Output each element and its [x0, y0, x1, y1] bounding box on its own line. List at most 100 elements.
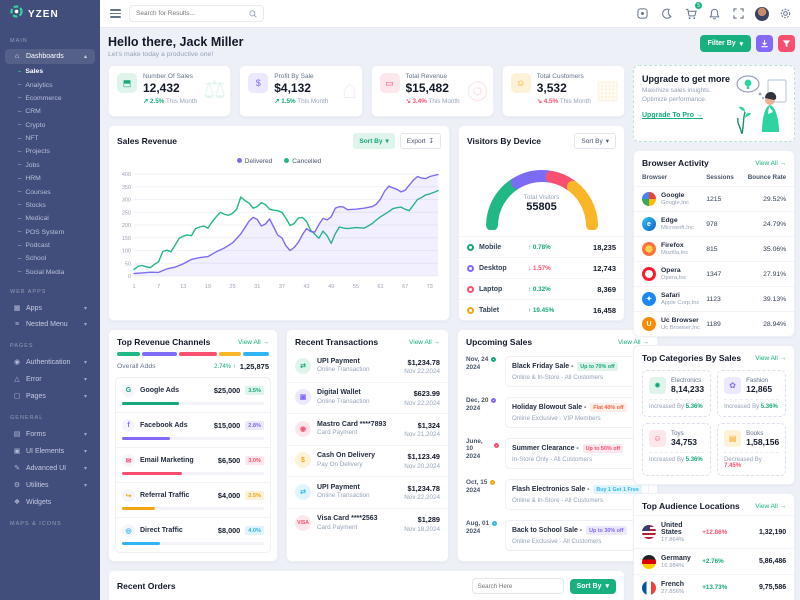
- transaction-row[interactable]: ◉ Mastro Card ****7893 Card Payment $1,32…: [287, 413, 448, 445]
- browser-row-firefox[interactable]: Firefox Mozilla,Inc 815 35.06%: [634, 236, 795, 261]
- search-input[interactable]: [136, 10, 245, 17]
- sort-by-button[interactable]: Sort By ▾: [574, 133, 616, 149]
- menu-icon: ≡: [14, 321, 20, 328]
- upgrade-pro-link[interactable]: Upgrade To Pro →: [642, 112, 703, 120]
- sidebar-subitem-jobs[interactable]: – Jobs: [18, 161, 40, 169]
- sidebar-subitem-stocks[interactable]: – Stocks: [18, 201, 46, 209]
- device-row-mobile[interactable]: Mobile ↑ 0.78% 18,235: [459, 236, 624, 257]
- export-button[interactable]: Export ↧: [399, 133, 441, 149]
- channel-row-google-ads[interactable]: G Google Ads $25,000 3.5%: [116, 378, 270, 412]
- sidebar-subitem-crypto[interactable]: – Crypto: [18, 121, 46, 129]
- browser-row-uc[interactable]: U Uc Browser Uc Browser,Inc 1189 28.94%: [634, 311, 795, 336]
- sidebar-item-ui-elements[interactable]: ▣ UI Elements ▾: [13, 447, 87, 456]
- sort-by-button[interactable]: Sort By ▾: [353, 133, 395, 149]
- legend-item[interactable]: Cancelled: [284, 158, 321, 165]
- device-row-desktop[interactable]: Desktop ↓ 1.57% 12,743: [459, 257, 624, 278]
- category-tile-electronics[interactable]: ✹ Electronics 8,14,233 Increased By 5.36%: [642, 370, 712, 417]
- download-button[interactable]: [756, 35, 774, 52]
- channel-row-referral-traffic[interactable]: ↪ Referral Traffic $4,000 2.5%: [116, 482, 270, 517]
- sidebar-subitem-crm[interactable]: – CRM: [18, 108, 41, 116]
- device-row-tablet[interactable]: Tablet ↑ 19.45% 16,458: [459, 299, 624, 320]
- stat-card-2[interactable]: ▭ Total Revenue $15,482 ↘ 3.4% This Mont…: [370, 65, 494, 117]
- sidebar-item-pages[interactable]: ▢ Pages ▾: [13, 392, 87, 401]
- language-icon[interactable]: [635, 6, 650, 21]
- upcoming-sale-row[interactable]: Dec, 20 2024 Holiday Blowout Sale - Flat…: [458, 392, 657, 433]
- chevron-down-icon: ▾: [83, 305, 87, 312]
- upcoming-sale-row[interactable]: Oct, 15 2024 Flash Electronics Sale - Bu…: [458, 474, 657, 515]
- orders-search-input[interactable]: [477, 582, 558, 590]
- channel-row-direct-traffic[interactable]: ◎ Direct Traffic $8,000 4.0%: [116, 517, 270, 552]
- view-all-link[interactable]: View All →: [617, 338, 649, 346]
- view-all-link[interactable]: View All →: [755, 502, 787, 510]
- sidebar-subitem-projects[interactable]: – Projects: [18, 148, 50, 156]
- channel-row-facebook-ads[interactable]: f Facebook Ads $15,000 2.8%: [116, 412, 270, 447]
- channel-row-email-marketing[interactable]: ✉ Email Marketing $6,500 3.0%: [116, 447, 270, 482]
- sidebar-subitem-social-media[interactable]: – Social Media: [18, 268, 65, 276]
- location-row-de[interactable]: Germany 16.984% +2.76% 5,86,486: [634, 548, 795, 574]
- transaction-row[interactable]: ▣ Digital Wallet Online Transaction $623.…: [287, 381, 448, 414]
- upcoming-sale-row[interactable]: June, 10 2024 Summer Clearance - Up to 5…: [458, 433, 657, 474]
- view-all-link[interactable]: View All →: [755, 354, 787, 362]
- sidebar-subitem-podcast[interactable]: – Podcast: [18, 242, 50, 250]
- sidebar-subitem-pos-system[interactable]: – POS System: [18, 228, 65, 236]
- fullscreen-icon[interactable]: [731, 6, 746, 21]
- brand-logo[interactable]: YZEN: [0, 0, 100, 28]
- sidebar-subitem-medical[interactable]: – Medical: [18, 215, 49, 223]
- funnel-icon: [783, 40, 791, 48]
- category-tile-books[interactable]: ▤ Books 1,58,156 Decreased By 7.45%: [717, 423, 787, 476]
- sidebar-item-authentication[interactable]: ◉ Authentication ▾: [13, 358, 87, 367]
- sidebar-subitem-school[interactable]: – School: [18, 255, 47, 263]
- view-all-link[interactable]: View All →: [409, 338, 440, 346]
- sidebar-item-utilities[interactable]: ⚙ Utilities ▾: [13, 481, 87, 490]
- sidebar-item-dashboards[interactable]: ⌂ Dashboards ▴: [5, 49, 95, 64]
- transaction-row[interactable]: VISA Visa Card ****2563 Card Payment $1,2…: [287, 507, 448, 540]
- dark-mode-icon[interactable]: [659, 6, 674, 21]
- sidebar-item-nested-menu[interactable]: ≡ Nested Menu ▾: [14, 321, 87, 328]
- sidebar-item-forms[interactable]: ▤ Forms ▾: [13, 430, 87, 439]
- notifications-bell-icon[interactable]: [707, 6, 722, 21]
- browser-row-safari[interactable]: ✦ Safari Apple Corp,Inc 1123 39.13%: [634, 286, 795, 311]
- sidebar-item-widgets[interactable]: ❖ Widgets: [13, 498, 52, 507]
- sidebar-item-advanced-ui[interactable]: ✎ Advanced UI ▾: [14, 464, 87, 473]
- orders-search[interactable]: [471, 578, 564, 594]
- sidebar-item-apps[interactable]: ▦ Apps ▾: [13, 304, 87, 313]
- sidebar-subitem-ecommerce[interactable]: – Ecommerce: [18, 94, 62, 102]
- hamburger-menu-icon[interactable]: [110, 7, 121, 19]
- browser-row-edge[interactable]: e Edge Microsoft,Inc 978 24.79%: [634, 211, 795, 236]
- stat-card-3[interactable]: ☺ Total Customers 3,532 ↘ 4.5% This Mont…: [501, 65, 625, 117]
- upcoming-sale-row[interactable]: Aug, 01 2024 Back to School Sale - Up to…: [458, 515, 657, 556]
- stat-card-1[interactable]: $ Profit By Sale $4,132 ↗ 1.5% This Mont…: [239, 65, 363, 117]
- view-all-link[interactable]: View All →: [755, 159, 787, 167]
- stat-card-0[interactable]: ⬒ Number Of Sales 12,432 ↗ 2.5% This Mon…: [108, 65, 232, 117]
- sidebar-subitem-analytics[interactable]: – Analytics: [18, 81, 53, 89]
- sidebar-subitem-sales[interactable]: – Sales: [18, 68, 44, 76]
- browser-row-opera[interactable]: Opera Opera,Inc 1347 27.91%: [634, 261, 795, 286]
- category-tile-toys[interactable]: ☺ Toys 34,753 Increased By 5.36%: [642, 423, 712, 476]
- cart-icon[interactable]: 5: [683, 2, 703, 21]
- flag-fr-icon: [642, 580, 656, 595]
- sidebar-subitem-courses[interactable]: – Courses: [18, 188, 51, 196]
- location-row-fr[interactable]: French 27.856% +13.73% 9,75,586: [634, 574, 795, 600]
- legend-item[interactable]: Delivered: [236, 158, 272, 165]
- category-tile-fashion[interactable]: ✿ Fashion 12,865 Increased By 5.36%: [717, 370, 787, 417]
- filter-funnel-button[interactable]: [778, 35, 796, 52]
- sidebar-item-error[interactable]: △ Error ▾: [14, 375, 87, 384]
- transaction-row[interactable]: $ Cash On Delivery Pay On Delivery $1,123…: [287, 444, 448, 477]
- sidebar-subitem-hrm[interactable]: – HRM: [18, 175, 41, 183]
- transaction-row[interactable]: ⇄ UPI Payment Online Transaction $1,234.7…: [287, 476, 448, 508]
- settings-gear-icon[interactable]: [778, 6, 793, 21]
- orders-sort-button[interactable]: Sort By ▾: [569, 578, 616, 594]
- transaction-row[interactable]: ⇄ UPI Payment Online Transaction $1,234.7…: [287, 351, 448, 382]
- device-row-laptop[interactable]: Laptop ↑ 0.32% 8,369: [459, 278, 624, 299]
- filter-by-button[interactable]: Filter By ▾: [699, 35, 752, 52]
- global-search[interactable]: [129, 5, 264, 22]
- browser-row-google[interactable]: Google Google,Inc 1215 29.52%: [634, 186, 795, 211]
- overall-value: 1,25,875: [239, 362, 269, 371]
- user-avatar[interactable]: [755, 6, 770, 21]
- location-row-us[interactable]: United States 17.864% +12.86% 1,32,190: [634, 515, 795, 548]
- upcoming-sale-row[interactable]: Nov, 24 2024 Black Friday Sale - Up to 7…: [458, 351, 657, 392]
- sidebar-subitem-nft[interactable]: – NFT: [18, 135, 39, 143]
- channel-icon: G: [122, 384, 135, 397]
- grid-icon: ▦: [13, 305, 21, 312]
- view-all-link[interactable]: View All →: [238, 338, 269, 346]
